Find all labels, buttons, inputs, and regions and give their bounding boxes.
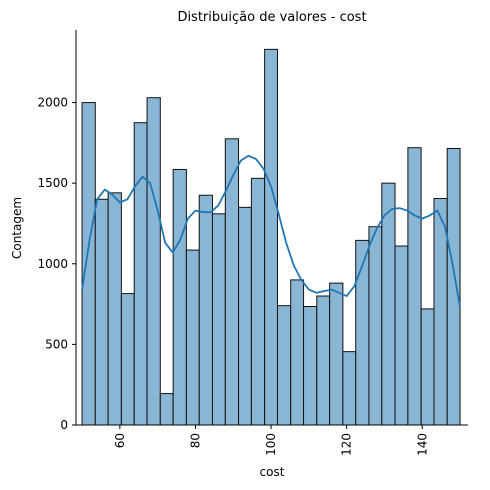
y-tick-label: 2000 xyxy=(37,96,68,110)
x-tick-label: 140 xyxy=(415,433,429,456)
y-tick-label: 500 xyxy=(45,337,68,351)
histogram-bar xyxy=(211,213,226,426)
y-tick-label: 1000 xyxy=(37,257,68,271)
histogram-bar xyxy=(368,226,383,426)
histogram-bar xyxy=(264,48,278,426)
histogram-bar xyxy=(381,182,396,426)
histogram-bar xyxy=(172,168,187,426)
histogram-bar xyxy=(81,102,96,426)
y-tick-label: 0 xyxy=(60,418,68,432)
y-tick-label: 1500 xyxy=(37,176,68,190)
histogram-bar xyxy=(159,393,174,426)
histogram-bar xyxy=(94,198,109,426)
histogram-bar xyxy=(107,192,122,426)
histogram-bar xyxy=(290,279,305,426)
x-tick-label: 80 xyxy=(188,433,202,448)
histogram-bar xyxy=(394,245,409,426)
histogram-bar xyxy=(250,177,266,426)
histogram-bar xyxy=(185,249,200,426)
histogram-bar xyxy=(355,239,370,426)
y-axis-label: Contagem xyxy=(10,197,24,259)
x-tick-label: 100 xyxy=(264,433,278,456)
kde-curve xyxy=(81,154,461,308)
histogram-bar xyxy=(146,97,161,426)
x-axis-label: cost xyxy=(260,465,285,479)
histogram-bar xyxy=(446,148,461,426)
histogram-bar xyxy=(224,138,240,426)
x-axis-ticks: 60 80 100 120 140 xyxy=(113,425,429,456)
histogram-bar xyxy=(198,194,213,426)
histogram-bar xyxy=(407,147,422,426)
histogram-bar xyxy=(420,308,435,426)
histogram-bar xyxy=(342,351,357,426)
histogram-bar xyxy=(238,206,252,426)
x-tick-label: 120 xyxy=(340,433,354,456)
histogram-bars xyxy=(81,48,461,426)
histogram-bar xyxy=(133,122,148,426)
histogram-bar xyxy=(316,295,331,426)
histogram-bar xyxy=(329,282,344,426)
chart-title: Distribuição de valores - cost xyxy=(177,10,366,25)
histogram-bar xyxy=(276,305,292,426)
x-tick-label: 60 xyxy=(113,433,127,448)
y-axis-ticks: 0 500 1000 1500 2000 xyxy=(37,96,76,432)
histogram-bar xyxy=(120,293,135,426)
histogram-bar xyxy=(303,306,318,426)
